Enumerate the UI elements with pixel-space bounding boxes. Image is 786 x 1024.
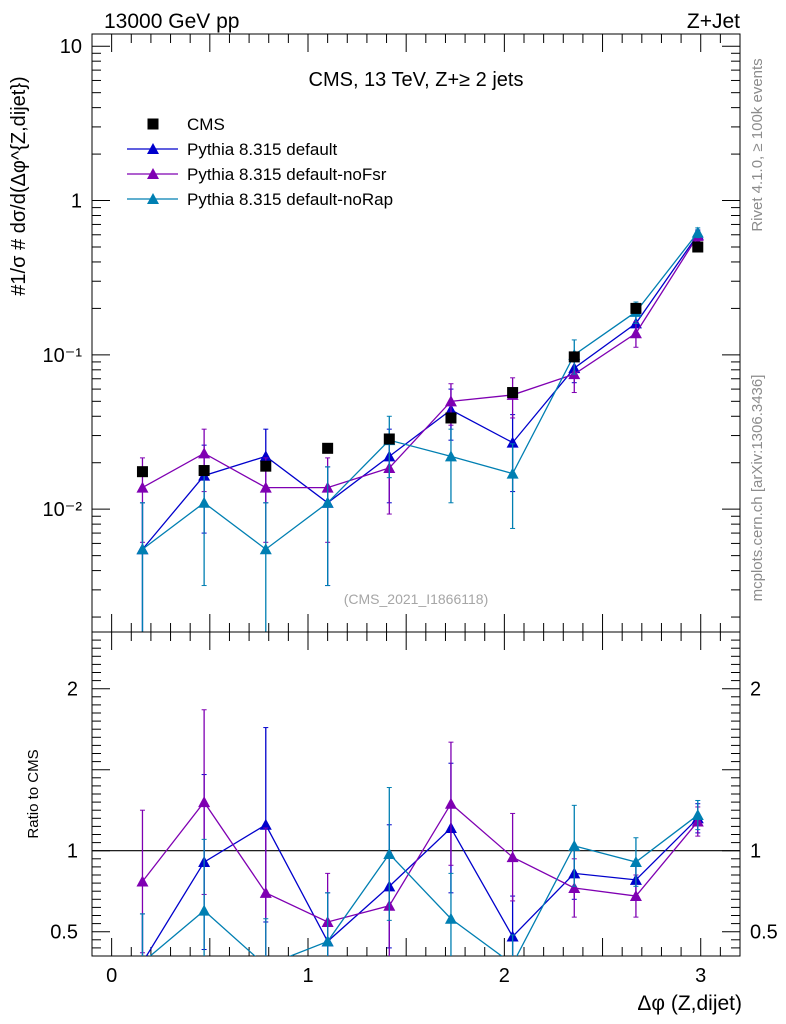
- pythia-8-315-default-norap-line: [142, 232, 699, 551]
- pythia-8-315-default-nofsr-point: [444, 395, 457, 407]
- x-axis-title: Δφ (Z,dijet): [637, 992, 742, 1015]
- pythia-8-315-default-nofsr-line: [142, 235, 699, 489]
- pythia-8-315-default-norap-point: [321, 935, 334, 947]
- legend: CMS Pythia 8.315 default Pythia 8.315 defa…: [127, 115, 393, 209]
- pythia-8-315-default-nofsr-point: [259, 886, 272, 898]
- pythia-8-315-default-nofsr-point: [568, 881, 581, 893]
- pythia-8-315-default-norap-point: [383, 847, 396, 859]
- pythia-8-315-default-nofsr-point: [136, 481, 149, 493]
- main-panel: CMS, 13 TeV, Z+≥ 2 jets (CMS_2021_I18661…: [8, 33, 741, 633]
- main-y-tick-labels: 10⁻² 10⁻¹ 1 10: [43, 36, 83, 521]
- x-tick-label: 2: [499, 965, 510, 987]
- ratio-y-tick-label-left: 1: [67, 841, 78, 863]
- rivet-version-label: Rivet 4.1.0, ≥ 100k events: [749, 58, 766, 231]
- legend-marker-cms: [147, 118, 159, 130]
- pythia-8-315-default-point: [259, 818, 272, 830]
- ratio-y-tick-label-left: 2: [67, 679, 78, 701]
- ratio-frame: [91, 631, 741, 957]
- pythia-8-315-default-nofsr-point: [198, 447, 211, 459]
- ratio-axis-ticks: [92, 631, 741, 957]
- ratio-data: [92, 709, 740, 971]
- pythia-8-315-default-norap-point: [136, 956, 148, 967]
- analysis-id-label: (CMS_2021_I1866118): [344, 591, 489, 607]
- cms-point: [507, 387, 519, 399]
- cms-point: [630, 302, 642, 314]
- x-tick-label: 0: [106, 965, 117, 987]
- main-y-tick-label: 10⁻¹: [43, 345, 83, 367]
- ratio-y-tick-labels: 0.5 0.5 1 1 2 2: [50, 679, 778, 944]
- pythia-8-315-default-nofsr-point: [136, 875, 149, 887]
- legend-label-pythia-8-315-default: Pythia 8.315 default: [187, 140, 338, 159]
- legend-label-pythia-8-315-default-nofsr: Pythia 8.315 default-noFsr: [187, 165, 387, 184]
- pythia-8-315-default-point: [136, 956, 148, 967]
- main-axis-ticks: [92, 34, 741, 632]
- legend-marker-pythia-8-315-default-nofsr: [147, 168, 159, 179]
- cms-point: [136, 466, 148, 478]
- ratio-y-tick-label-right: 2: [750, 679, 761, 701]
- ratio-y-tick-label-left: 0.5: [50, 922, 78, 944]
- pythia-8-315-default-norap-point: [568, 839, 581, 851]
- process-label: Z+Jet: [687, 10, 740, 33]
- main-y-axis-title: #1/σ # dσ/d(Δφ^{Z,dijet}): [8, 76, 30, 295]
- pythia-8-315-default-line: [145, 817, 699, 956]
- cms-point: [568, 351, 580, 363]
- pythia-8-315-default-norap-point: [259, 543, 272, 555]
- y-axis-title: #1/σ # dσ/d(Δφ^{Z,dijet}): [8, 76, 30, 295]
- pythia-8-315-default-norap-point: [506, 467, 519, 479]
- x-tick-label: 1: [302, 965, 313, 987]
- ratio-y-axis-title: Ratio to CMS: [25, 749, 42, 838]
- main-y-tick-label: 1: [71, 191, 82, 213]
- pythia-8-315-default-norap-point: [321, 496, 334, 508]
- main-y-tick-label: 10: [60, 36, 82, 58]
- cms-point: [198, 465, 210, 477]
- legend-marker-pythia-8-315-default: [147, 143, 159, 154]
- pythia-8-315-default-norap-point: [629, 856, 642, 868]
- main-y-tick-label: 10⁻²: [43, 499, 83, 521]
- pythia-8-315-default-norap-point: [444, 912, 457, 924]
- pythia-8-315-default-nofsr-point: [444, 797, 457, 809]
- pythia-8-315-default-norap-point: [136, 543, 149, 555]
- pythia-8-315-default-nofsr-point: [629, 890, 642, 902]
- pythia-8-315-default-norap-point: [444, 450, 457, 462]
- pythia-8-315-default-norap-line: [149, 814, 699, 956]
- x-tick-label: 3: [695, 965, 706, 987]
- ratio-y-tick-label-right: 0.5: [750, 922, 778, 944]
- ratio-y-tick-label-right: 1: [750, 841, 761, 863]
- mcplots-label: mcplots.cern.ch [arXiv:1306.3436]: [749, 375, 766, 602]
- pythia-8-315-default-nofsr-point: [259, 481, 272, 493]
- legend-label-cms: CMS: [187, 115, 225, 134]
- x-tick-labels: 0 1 2 3: [106, 965, 706, 987]
- pythia-8-315-default-point: [506, 436, 519, 448]
- cms-point: [445, 412, 457, 424]
- cms-point: [322, 442, 334, 454]
- cms-point: [383, 433, 395, 445]
- legend-label-pythia-8-315-default-norap: Pythia 8.315 default-noRap: [187, 190, 393, 209]
- pythia-8-315-default-line: [141, 234, 699, 550]
- pythia-8-315-default-nofsr-line: [141, 800, 699, 923]
- legend-marker-pythia-8-315-default-norap: [147, 193, 159, 204]
- pythia-8-315-default-norap-point: [691, 226, 704, 238]
- pythia-8-315-default-nofsr-point: [629, 327, 642, 339]
- ratio-panel: 0.5 0.5 1 1 2 2 0 1 2 3 Ratio to CMS Δφ (Z,dijet…: [25, 631, 778, 1015]
- pythia-8-315-default-nofsr-point: [506, 851, 519, 863]
- cms-point: [692, 241, 704, 253]
- pythia-8-315-default-norap-point: [260, 960, 272, 971]
- main-title: CMS, 13 TeV, Z+≥ 2 jets: [309, 69, 524, 91]
- pythia-8-315-default-norap-point: [691, 809, 704, 821]
- pythia-8-315-default-norap-point: [198, 496, 211, 508]
- pythia-8-315-default-nofsr-point: [198, 796, 211, 808]
- pythia-8-315-default-point: [259, 450, 272, 462]
- cms-point: [260, 460, 272, 472]
- pythia-8-315-default-norap-point: [198, 904, 211, 916]
- main-data: [136, 226, 704, 632]
- beam-label: 13000 GeV pp: [104, 10, 239, 33]
